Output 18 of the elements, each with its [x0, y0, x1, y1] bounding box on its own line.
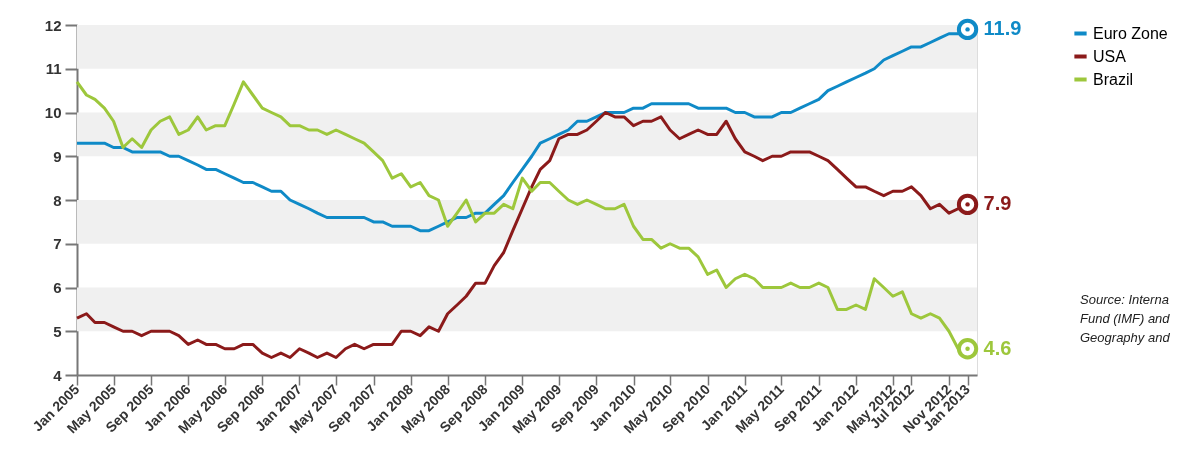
y-tick-label: 4 [53, 366, 63, 384]
y-tick-label: 9 [53, 147, 62, 165]
annotation: 4.6 [983, 336, 1012, 359]
legend-label: USA [1093, 47, 1127, 65]
y-tick-label: 7 [53, 235, 62, 253]
y-tick-label: 10 [44, 104, 62, 121]
text: Geography and [1080, 330, 1171, 345]
text: Fund (IMF) and [1080, 311, 1171, 326]
y-tick-label: 6 [53, 279, 62, 296]
y-tick-label: 12 [44, 16, 62, 34]
y-tick-label: 8 [53, 191, 62, 209]
annotation: 11.9 [983, 17, 1022, 40]
annotation: 7.9 [983, 192, 1012, 215]
legend-label: Brazil [1093, 70, 1134, 88]
y-tick-label: 5 [53, 322, 62, 340]
y-tick-label: 11 [45, 60, 62, 78]
source-note: Source: Interna [1080, 292, 1169, 307]
legend-label: Euro Zone [1093, 24, 1168, 42]
